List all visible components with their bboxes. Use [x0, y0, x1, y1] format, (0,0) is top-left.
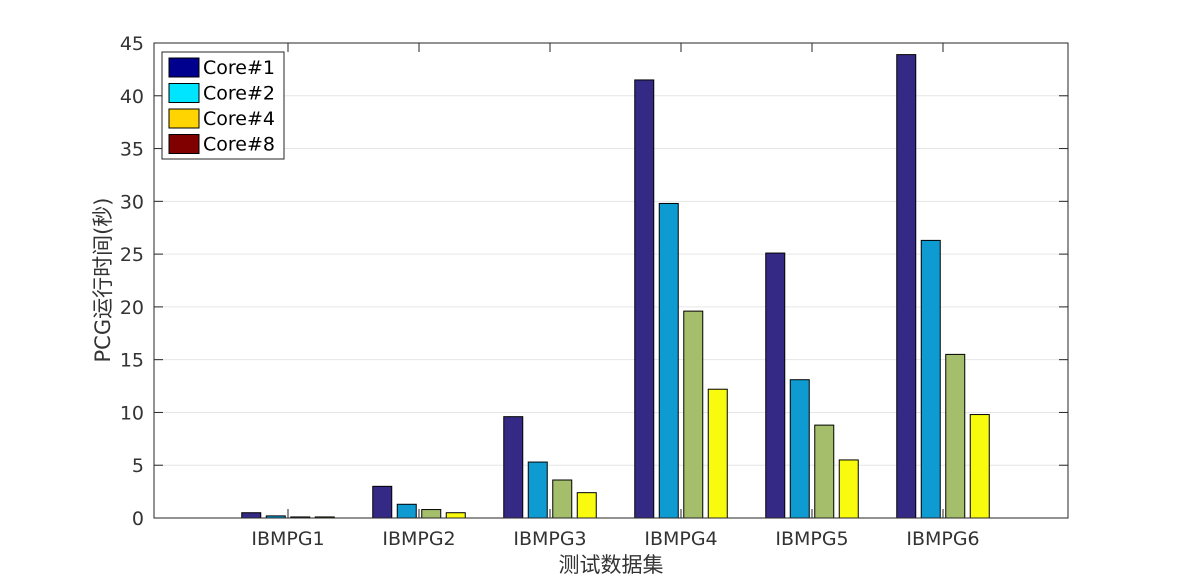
x-tick-label: IBMPG2	[382, 528, 455, 550]
bar	[896, 54, 917, 519]
legend-swatch	[168, 83, 200, 103]
y-tick-label: 10	[120, 402, 144, 424]
legend-label: Core#4	[203, 108, 275, 130]
y-tick-label: 20	[120, 297, 144, 319]
axis-ticks: 0 5 10 15 20 25 30 35 40 45 IBMPG1 IBMPG2 IBMPG3 IBMP…	[120, 33, 1068, 550]
x-tick-label: IBMPG1	[251, 528, 324, 550]
x-tick-label: IBMPG6	[906, 528, 979, 550]
y-tick-label: 35	[120, 139, 144, 161]
y-tick-label: 40	[120, 86, 144, 108]
y-tick-label: 15	[120, 350, 144, 372]
plot-frame	[153, 42, 1069, 519]
bar	[707, 388, 728, 519]
grid-lines	[154, 95, 1068, 466]
x-axis-title: 测试数据集	[559, 553, 664, 577]
y-axis-title: PCG运行时间(秒)	[91, 198, 115, 363]
bar	[969, 414, 990, 519]
bar	[838, 459, 859, 519]
bar	[372, 485, 393, 519]
x-tick-label: IBMPG5	[775, 528, 848, 550]
legend-swatch	[168, 57, 200, 78]
bars	[241, 54, 990, 519]
bar	[920, 239, 941, 519]
x-tick-label: IBMPG4	[644, 528, 717, 550]
legend: Core#1 Core#2 Core#4 Core#8	[161, 51, 285, 160]
y-tick-label: 0	[132, 508, 144, 530]
legend-label: Core#1	[203, 57, 275, 79]
bar	[421, 509, 442, 519]
bar	[552, 479, 573, 519]
x-tick-label: IBMPG3	[513, 528, 586, 550]
legend-swatch	[168, 134, 200, 154]
bar	[789, 379, 810, 519]
bar	[765, 252, 786, 519]
bar	[634, 79, 655, 519]
y-tick-label: 30	[120, 191, 144, 213]
bar	[527, 461, 548, 519]
y-tick-label: 25	[120, 244, 144, 266]
bar	[814, 424, 835, 519]
y-tick-label: 45	[120, 33, 144, 55]
bar	[396, 503, 417, 519]
bar	[683, 310, 704, 519]
bar	[445, 512, 466, 519]
bar	[945, 353, 966, 519]
bar	[503, 416, 524, 519]
bar	[241, 512, 262, 519]
y-tick-label: 5	[132, 455, 144, 477]
legend-swatch	[168, 108, 200, 129]
bar	[576, 492, 597, 519]
bar	[658, 202, 679, 519]
legend-label: Core#2	[203, 83, 275, 105]
legend-label: Core#8	[203, 134, 275, 156]
